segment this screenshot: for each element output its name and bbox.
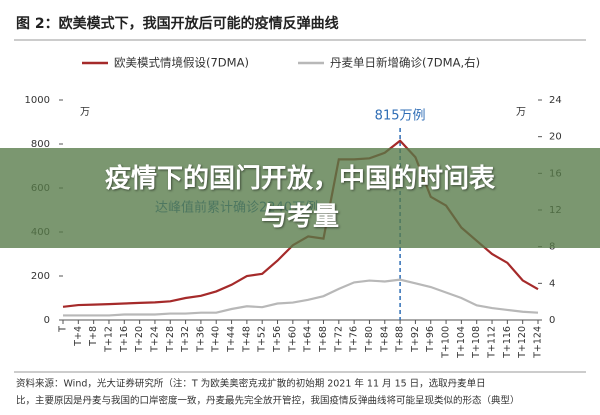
annotation: 815万例 bbox=[375, 109, 426, 124]
legend-label: 欧美模式情境假设(7DMA) bbox=[114, 56, 249, 70]
y-tick-label: 800 bbox=[31, 139, 50, 150]
y2-unit: 万 bbox=[516, 107, 526, 118]
x-tick-label: T+104 bbox=[456, 326, 467, 359]
x-tick-label: T+4 bbox=[73, 326, 84, 347]
y2-tick-label: 20 bbox=[549, 132, 562, 143]
y2-tick-label: 24 bbox=[549, 95, 562, 106]
x-tick-label: T+84 bbox=[379, 326, 390, 353]
x-tick-label: T+52 bbox=[257, 326, 268, 353]
y2-tick-label: 0 bbox=[549, 315, 555, 326]
banner-title: 疫情下的国门开放，中国的时间表与考量 bbox=[105, 164, 496, 232]
x-tick-label: T+76 bbox=[349, 326, 360, 353]
banner bbox=[0, 148, 600, 248]
x-tick-label: T+72 bbox=[333, 326, 344, 353]
x-tick-label: T+24 bbox=[149, 326, 160, 353]
y-tick-label: 200 bbox=[31, 271, 50, 282]
x-tick-label: T+28 bbox=[165, 326, 176, 353]
x-tick-label: T+12 bbox=[103, 326, 114, 353]
x-tick-label: T+68 bbox=[318, 326, 329, 353]
x-tick-label: T+60 bbox=[287, 326, 298, 353]
y-tick-label: 1000 bbox=[25, 95, 50, 106]
x-tick-label: T+112 bbox=[487, 326, 498, 359]
x-tick-label: T+100 bbox=[441, 326, 452, 359]
x-tick-label: T+96 bbox=[425, 326, 436, 353]
series-line bbox=[63, 278, 539, 317]
y2-tick-label: 4 bbox=[549, 278, 555, 289]
x-tick-label: T+32 bbox=[180, 326, 191, 353]
x-tick-label: T+120 bbox=[517, 326, 528, 359]
x-tick-label: T+64 bbox=[303, 326, 314, 353]
x-tick-label: T bbox=[58, 326, 69, 333]
x-tick-label: T+16 bbox=[119, 326, 130, 353]
x-tick-label: T+116 bbox=[502, 326, 513, 359]
x-tick-label: T+48 bbox=[241, 326, 252, 353]
x-tick-label: T+124 bbox=[533, 326, 544, 359]
x-tick-label: T+40 bbox=[211, 326, 222, 353]
source: 资料来源：Wind，光大证券研究所（注：T 为欧美奥密克戎扩散的初始期 2021… bbox=[16, 378, 486, 390]
x-tick-label: T+92 bbox=[410, 326, 421, 353]
x-tick-label: T+56 bbox=[272, 326, 283, 353]
x-tick-label: T+80 bbox=[364, 326, 375, 353]
y-tick-label: 0 bbox=[44, 315, 50, 326]
legend-label: 丹麦单日新增确诊(7DMA,右) bbox=[330, 56, 480, 70]
x-tick-label: T+88 bbox=[395, 326, 406, 353]
x-tick-label: T+20 bbox=[134, 326, 145, 353]
x-tick-label: T+108 bbox=[471, 326, 482, 359]
x-tick-label: T+36 bbox=[195, 326, 206, 353]
chart-title: 图 2：欧美模式下，我国开放后可能的疫情反弹曲线 bbox=[16, 15, 339, 32]
y-unit: 万 bbox=[80, 107, 90, 118]
x-tick-label: T+8 bbox=[88, 326, 99, 347]
source: 比，主要原因是丹麦与我国的口岸密度一致，丹麦最先完全放开管控，我国疫情反弹曲线将… bbox=[16, 395, 520, 407]
x-tick-label: T+44 bbox=[226, 326, 237, 353]
